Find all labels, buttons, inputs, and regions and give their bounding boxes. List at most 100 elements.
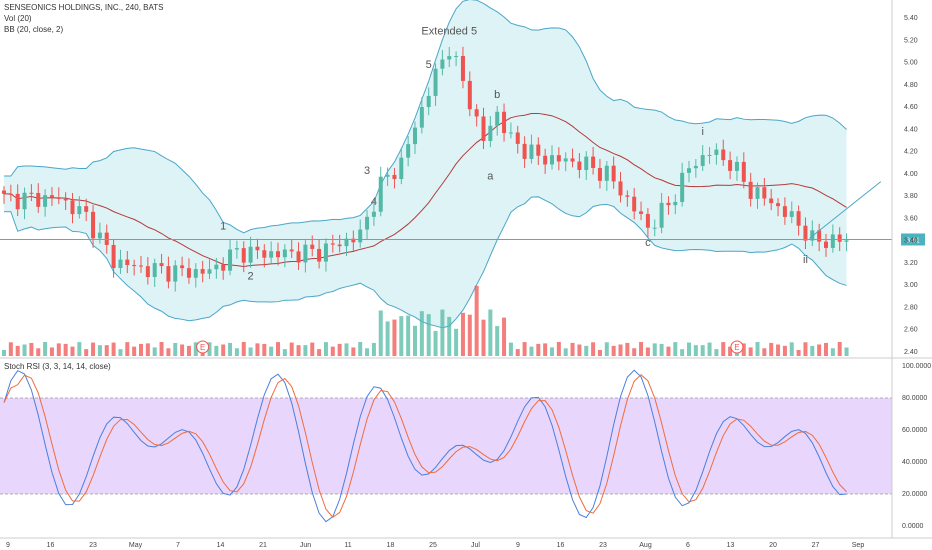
candle-body — [97, 232, 102, 239]
candle-body — [563, 158, 568, 162]
candle-body — [803, 225, 808, 241]
volume-bar — [700, 345, 705, 356]
candle-body — [796, 211, 801, 226]
candle-body — [84, 206, 89, 212]
candle-body — [556, 155, 561, 162]
volume-bar — [36, 348, 41, 356]
volume-bar — [207, 342, 212, 356]
candle-body — [659, 202, 664, 228]
volume-bar — [782, 345, 787, 356]
volume-bar — [584, 345, 589, 356]
candle-body — [748, 181, 753, 199]
volume-bar — [56, 343, 61, 356]
candle-body — [515, 132, 520, 144]
bb-legend: BB (20, close, 2) — [4, 25, 64, 34]
volume-bar — [8, 342, 13, 356]
volume-bar — [344, 343, 349, 356]
candle-body — [228, 249, 233, 271]
time-axis-tick: Sep — [852, 542, 865, 549]
volume-bar — [186, 345, 191, 356]
candle-body — [289, 249, 294, 252]
candle-body — [413, 127, 417, 145]
candle-body — [234, 248, 239, 250]
candle-body — [125, 259, 130, 266]
volume-bar — [22, 344, 27, 356]
candle-body — [433, 68, 438, 96]
time-axis-tick: Jun — [300, 542, 311, 549]
bb-upper-line — [3, 0, 847, 234]
candle-body — [296, 251, 301, 263]
wave-label: 5 — [426, 59, 432, 71]
volume-bar — [49, 347, 54, 356]
volume-bar — [365, 348, 370, 356]
volume-bar — [789, 342, 794, 356]
time-axis-tick: 14 — [217, 542, 225, 549]
volume-bar — [111, 342, 116, 356]
price-axis-tick: 3.40 — [904, 238, 918, 245]
candle-body — [193, 269, 198, 278]
volume-bar — [29, 342, 34, 356]
volume-bar — [221, 344, 226, 356]
price-axis-tick: 3.20 — [904, 260, 918, 267]
price-axis-tick: 5.20 — [904, 37, 918, 44]
volume-bar — [159, 342, 164, 356]
candle-body — [22, 192, 27, 210]
volume-bar — [550, 347, 554, 356]
stoch-axis-tick: 80.0000 — [902, 395, 927, 402]
volume-bar — [317, 349, 322, 356]
candle-body — [481, 116, 486, 141]
volume-bar — [289, 342, 294, 356]
candle-body — [817, 230, 822, 242]
candle-body — [769, 198, 774, 204]
candle-body — [371, 211, 376, 217]
price-badge — [901, 233, 925, 246]
candle-body — [782, 206, 787, 217]
stoch-k-line — [3, 369, 847, 523]
volume-bar — [570, 342, 575, 356]
earnings-label: E — [734, 343, 739, 352]
volume-bar — [152, 347, 157, 356]
candle-body — [337, 244, 342, 247]
bb-basis-line — [3, 112, 847, 268]
candle-body — [522, 143, 527, 159]
volume-bar — [104, 345, 109, 356]
volume-bar — [2, 350, 6, 356]
price-axis-tick: 3.00 — [904, 282, 918, 289]
volume-bar — [536, 343, 541, 356]
volume-bar — [748, 347, 753, 356]
wave-label: 2 — [248, 271, 254, 283]
time-axis-tick: Jul — [471, 542, 480, 549]
volume-bar — [166, 348, 171, 356]
price-axis-tick: 2.60 — [904, 327, 918, 334]
time-axis-tick: Aug — [639, 542, 652, 549]
candle-body — [15, 193, 20, 210]
candle-body — [460, 55, 465, 81]
volume-bar — [276, 342, 280, 356]
price-axis-tick: 2.40 — [904, 349, 918, 356]
volume-bar — [262, 343, 267, 356]
candle-body — [447, 56, 452, 60]
volume-bar — [693, 345, 698, 356]
candle-body — [145, 266, 150, 277]
candle-body — [173, 265, 178, 282]
volume-bar — [139, 343, 143, 356]
volume-bar — [556, 342, 561, 356]
candle-body — [8, 193, 13, 195]
time-axis-tick: 11 — [344, 542, 351, 549]
stoch-axis-tick: 60.0000 — [902, 427, 927, 434]
stoch-axis-tick: 40.0000 — [902, 459, 927, 466]
candle-body — [159, 263, 164, 267]
stoch-axis-tick: 20.0000 — [902, 491, 927, 498]
volume-bar — [310, 342, 315, 356]
volume-bar — [625, 342, 630, 356]
volume-bar — [118, 349, 123, 356]
volume-bar — [803, 342, 808, 356]
candle-body — [221, 264, 226, 271]
volume-bar — [454, 328, 459, 356]
volume-bar — [467, 314, 472, 356]
stoch-axis-tick: 100.0000 — [902, 363, 931, 370]
candle-body — [543, 155, 548, 165]
candle-body — [707, 154, 712, 156]
candle-body — [577, 161, 582, 170]
